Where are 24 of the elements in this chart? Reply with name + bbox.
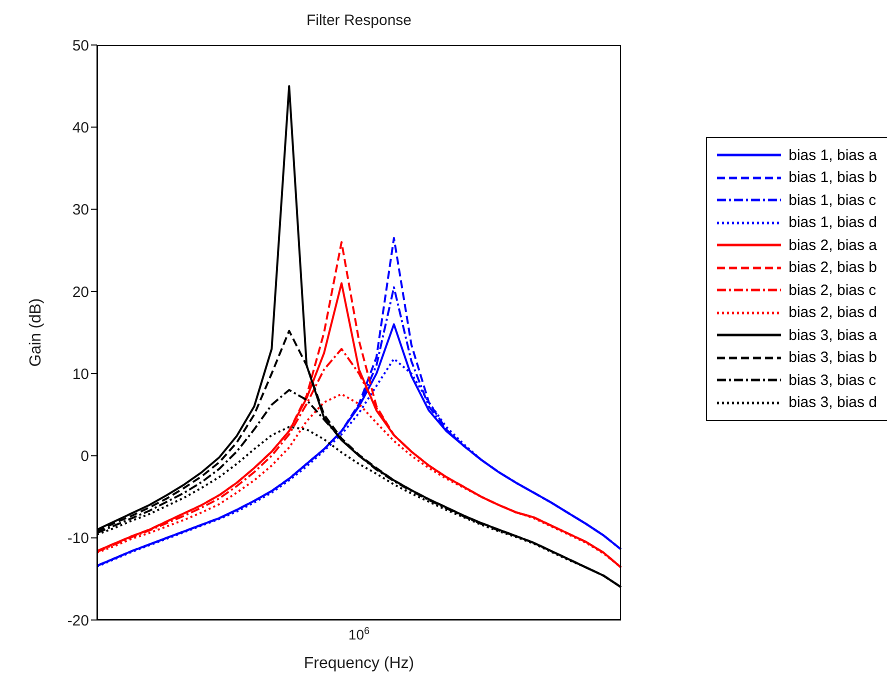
text: 10$^{6}$ xyxy=(348,626,370,643)
y-tick-label: 20 xyxy=(72,284,89,301)
legend-label: bias 2, bias b xyxy=(788,259,877,276)
x-axis-title: Frequency (Hz) xyxy=(304,655,414,672)
legend-label: bias 3, bias a xyxy=(788,326,877,344)
y-tick-label: 0 xyxy=(80,448,89,466)
y-tick-label: 50 xyxy=(72,37,89,54)
legend-label: bias 2, bias a xyxy=(788,236,877,254)
y-axis-title: Gain (dB) xyxy=(28,298,45,367)
legend-label: bias 1, bias c xyxy=(788,192,876,209)
legend-label: bias 2, bias d xyxy=(788,304,877,322)
y-tick-label: 40 xyxy=(72,119,89,136)
chart-title: Filter Response xyxy=(305,12,413,29)
legend-label: bias 2, bias c xyxy=(788,282,876,299)
legend-label: bias 3, bias b xyxy=(788,349,877,366)
legend-label: bias 3, bias d xyxy=(788,394,877,412)
y-tick-label: -10 xyxy=(67,530,89,548)
y-tick-label: 30 xyxy=(72,202,89,219)
legend-label: bias 3, bias c xyxy=(788,372,876,389)
legend-label: bias 1, bias a xyxy=(788,146,877,164)
legend-label: bias 1, bias b xyxy=(788,169,877,186)
y-tick-label: -20 xyxy=(67,612,89,630)
legend-label: bias 1, bias d xyxy=(788,214,877,232)
y-tick-label: 10 xyxy=(72,366,89,383)
